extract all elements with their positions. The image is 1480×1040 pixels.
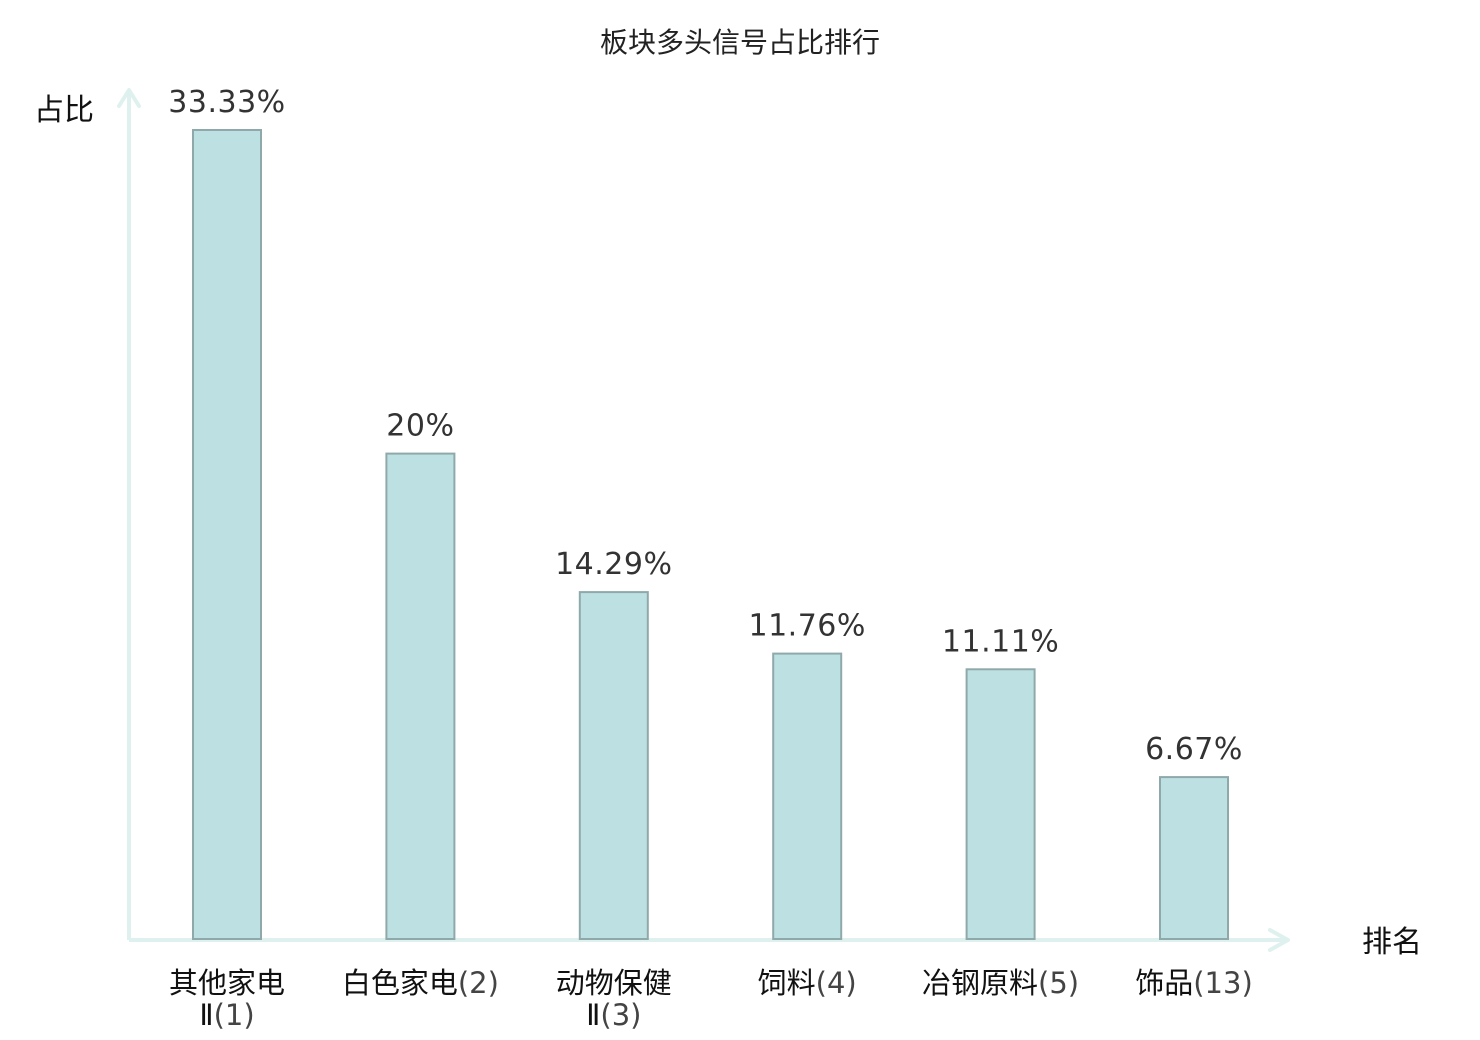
category-label-3: 动物保健	[556, 966, 672, 1000]
category-name: 饲料	[758, 966, 816, 1000]
value-label-4: 11.76%	[749, 609, 866, 644]
category-rank: (2)	[458, 966, 499, 1000]
bar-1	[192, 129, 262, 940]
x-axis-label: 排名	[1362, 925, 1422, 960]
category-rank: (13)	[1193, 966, 1253, 1000]
category-rank: (4)	[816, 966, 857, 1000]
category-rank: (5)	[1038, 966, 1079, 1000]
category-rank: (3)	[600, 998, 641, 1032]
value-label-2: 20%	[386, 409, 454, 444]
y-axis-label: 占比	[34, 93, 94, 128]
category-label-6: 饰品(13)	[1135, 966, 1253, 1000]
value-label-3: 14.29%	[555, 547, 672, 582]
x-axis-arrow-icon	[1268, 928, 1290, 952]
value-label-5: 11.11%	[942, 624, 1059, 659]
category-label-5: 冶钢原料(5)	[922, 966, 1079, 1000]
category-name: 其他家电	[169, 966, 285, 1000]
category-name-suffix: Ⅱ	[586, 998, 600, 1032]
category-label-line2-1: Ⅱ(1)	[199, 998, 254, 1032]
value-labels-group: 33.33% 20% 14.29% 11.76% 11.11% 6.67%	[168, 85, 1243, 767]
x-axis: 排名	[129, 925, 1422, 960]
category-name: 冶钢原料	[922, 966, 1038, 1000]
bar-2	[385, 452, 456, 940]
chart-title: 板块多头信号占比排行	[600, 26, 880, 59]
value-label-6: 6.67%	[1145, 732, 1243, 767]
category-name: 动物保健	[556, 966, 672, 1000]
category-rank: (1)	[214, 998, 255, 1032]
category-label-2: 白色家电(2)	[342, 966, 499, 1000]
bar-4	[772, 652, 843, 940]
bars-group	[192, 129, 1229, 940]
category-label-4: 饲料(4)	[758, 966, 857, 1000]
value-label-1: 33.33%	[168, 85, 285, 120]
category-label-1: 其他家电	[169, 966, 285, 1000]
category-name: 白色家电	[342, 966, 458, 1000]
y-axis-arrow-icon	[117, 88, 141, 108]
bar-3	[578, 591, 649, 940]
category-name: 饰品	[1135, 966, 1193, 1000]
category-label-line2-3: Ⅱ(3)	[586, 998, 641, 1032]
category-name-suffix: Ⅱ	[199, 998, 213, 1032]
bar-6	[1159, 776, 1229, 940]
y-axis: 占比	[34, 88, 141, 940]
bar-5	[965, 668, 1036, 940]
